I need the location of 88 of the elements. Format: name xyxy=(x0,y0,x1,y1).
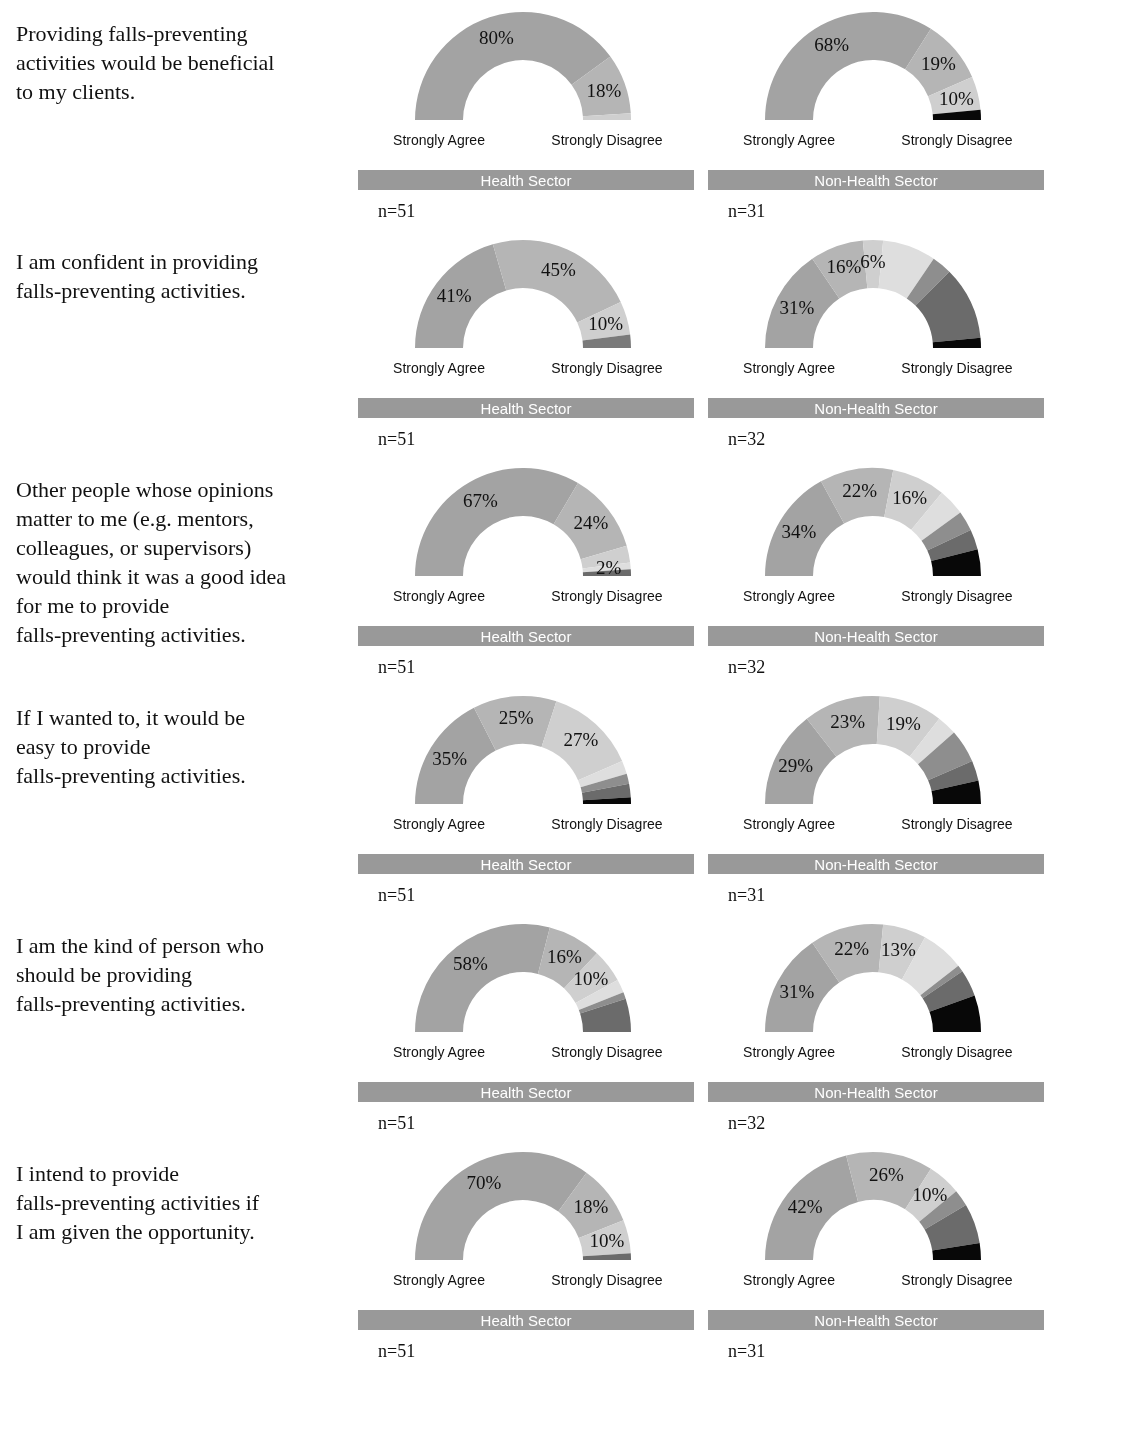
data-label: 19% xyxy=(920,53,956,75)
data-label: 6% xyxy=(860,251,886,272)
text: Non-Health Sector xyxy=(814,628,938,645)
text: Strongly Disagree xyxy=(901,816,1013,832)
data-label: 70% xyxy=(466,1172,502,1194)
text: Strongly Agree xyxy=(393,1272,486,1288)
data-label: 10% xyxy=(573,968,609,990)
text: Health Sector xyxy=(480,400,572,417)
data-label: 27% xyxy=(563,729,599,751)
text: Strongly Disagree xyxy=(901,588,1013,604)
data-label: 18% xyxy=(586,79,622,101)
text: n=51 xyxy=(378,657,416,677)
text: I am the kind of person who should be providing falls-preventing activities. xyxy=(16,933,265,1016)
data-label: 13% xyxy=(880,938,916,960)
text: Providing falls-preventing activities would be beneficial to my clients. xyxy=(16,21,275,104)
text: Strongly Agree xyxy=(743,132,836,148)
text: Strongly Disagree xyxy=(901,1044,1013,1060)
text: Strongly Agree xyxy=(393,588,486,604)
data-label: 22% xyxy=(842,480,878,502)
text: Strongly Disagree xyxy=(551,1272,663,1288)
data-label: 16% xyxy=(826,256,862,278)
text: n=32 xyxy=(728,429,766,449)
text: Strongly Agree xyxy=(393,816,486,832)
text: Non-Health Sector xyxy=(814,1312,938,1329)
text: Strongly Agree xyxy=(743,1272,836,1288)
text: Strongly Agree xyxy=(743,1044,836,1060)
data-label: 31% xyxy=(779,296,815,318)
data-label: 25% xyxy=(498,707,534,729)
data-label: 67% xyxy=(462,490,498,512)
text: Health Sector xyxy=(480,856,572,873)
data-label: 19% xyxy=(885,712,921,734)
text: Strongly Disagree xyxy=(551,132,663,148)
text: Strongly Disagree xyxy=(901,360,1013,376)
text: Strongly Agree xyxy=(743,360,836,376)
data-label: 80% xyxy=(479,27,515,49)
data-label: 10% xyxy=(938,87,974,109)
data-label: 35% xyxy=(432,748,468,770)
text: Strongly Disagree xyxy=(551,1044,663,1060)
text: n=51 xyxy=(378,1113,416,1133)
text: I am confident in providing falls-preventing activities. xyxy=(16,249,258,303)
data-label: 34% xyxy=(781,521,817,543)
data-label: 29% xyxy=(778,755,814,777)
text: Strongly Disagree xyxy=(551,360,663,376)
data-label: 23% xyxy=(830,710,866,732)
text: Non-Health Sector xyxy=(814,400,938,417)
text: Strongly Agree xyxy=(743,816,836,832)
data-label: 10% xyxy=(588,313,624,335)
text: Strongly Agree xyxy=(743,588,836,604)
data-label: 68% xyxy=(814,33,850,55)
text: Other people whose opinions matter to me (e.g. mentors, colleagues, or supervisors) would think it was a good idea for me to provide falls-preventing activities. xyxy=(16,477,287,647)
data-label: 10% xyxy=(589,1230,625,1252)
text: Strongly Disagree xyxy=(901,1272,1013,1288)
text: If I wanted to, it would be easy to provide falls-preventing activities. xyxy=(16,705,246,788)
text: n=31 xyxy=(728,1341,766,1361)
text: Health Sector xyxy=(480,1084,572,1101)
text: n=51 xyxy=(378,429,416,449)
text: Non-Health Sector xyxy=(814,856,938,873)
text: n=51 xyxy=(378,1341,416,1361)
text: n=51 xyxy=(378,885,416,905)
text: Non-Health Sector xyxy=(814,172,938,189)
text: n=51 xyxy=(378,201,416,221)
text: n=31 xyxy=(728,201,766,221)
text: Health Sector xyxy=(480,628,572,645)
data-label: 45% xyxy=(540,258,576,280)
data-label: 42% xyxy=(787,1196,823,1218)
text: n=31 xyxy=(728,885,766,905)
data-label: 41% xyxy=(436,285,472,307)
text: Strongly Disagree xyxy=(551,588,663,604)
data-label: 58% xyxy=(452,953,488,975)
text: Health Sector xyxy=(480,1312,572,1329)
text: Strongly Disagree xyxy=(551,816,663,832)
text: Strongly Agree xyxy=(393,132,486,148)
text: Non-Health Sector xyxy=(814,1084,938,1101)
text: I intend to provide falls-preventing activities if I am given the opportunity. xyxy=(16,1161,260,1244)
text: n=32 xyxy=(728,657,766,677)
data-label: 31% xyxy=(779,980,815,1002)
text: Strongly Disagree xyxy=(901,132,1013,148)
text: Health Sector xyxy=(480,172,572,189)
data-label: 10% xyxy=(912,1184,948,1206)
data-label: 18% xyxy=(573,1196,609,1218)
data-label: 26% xyxy=(869,1164,905,1186)
data-label: 22% xyxy=(834,937,870,959)
text: Strongly Agree xyxy=(393,360,486,376)
data-label: 24% xyxy=(573,512,609,534)
data-label: 16% xyxy=(547,945,583,967)
text: Strongly Agree xyxy=(393,1044,486,1060)
data-label: 16% xyxy=(892,487,928,509)
text: n=32 xyxy=(728,1113,766,1133)
